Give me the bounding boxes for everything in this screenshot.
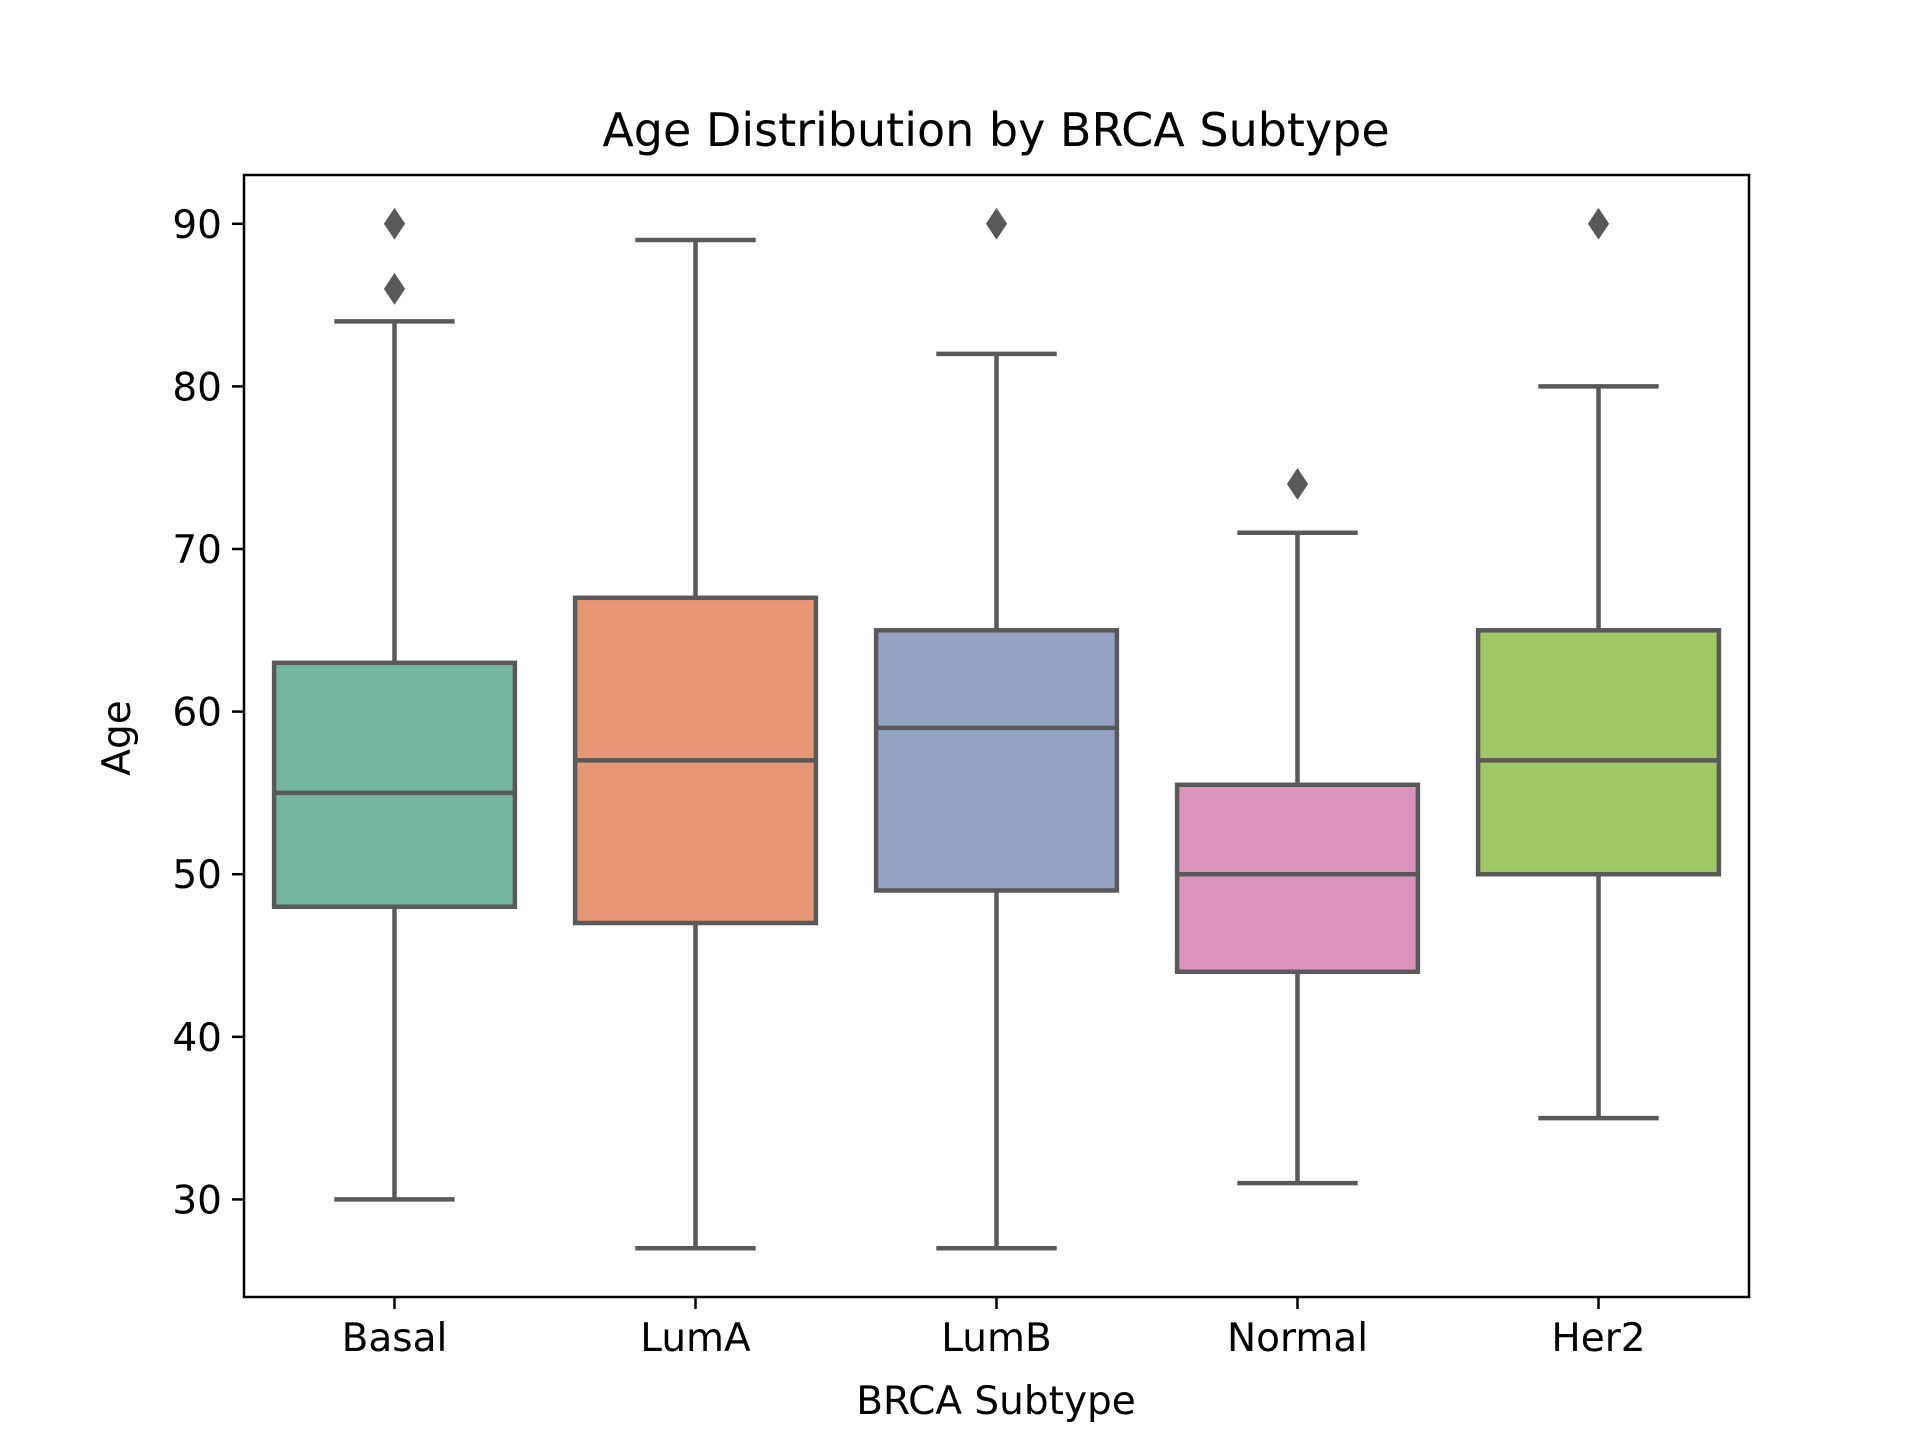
y-tick-label: 50 [172,853,222,898]
box-outlier [383,207,406,240]
chart-title: Age Distribution by BRCA Subtype [602,103,1389,157]
box-iqr-lumb [873,628,1120,893]
box-outlier [1587,207,1610,240]
y-tick-label: 30 [172,1178,222,1223]
x-tick-label: LumA [640,1316,751,1361]
y-tick-label: 90 [172,203,222,248]
x-tick-label: Normal [1227,1316,1368,1361]
y-tick-label: 60 [172,691,222,736]
axes-frame [242,173,1751,1299]
box-iqr-basal [271,660,518,909]
box-iqr-normal [1174,782,1421,975]
x-axis-label: BRCA Subtype [856,1379,1136,1424]
y-tick-label: 70 [172,528,222,573]
x-tick-label: LumB [941,1316,1052,1361]
x-tick-label: Basal [342,1316,448,1361]
box-outlier [1286,468,1309,500]
plot-area: 30 40 50 60 70 80 90 Basal LumA LumB Normal Her2 [172,203,1722,1361]
y-axis-label: Age [95,700,140,775]
box-iqr-her2 [1475,628,1722,877]
y-tick-label: 80 [172,365,222,410]
y-tick-label: 40 [172,1016,222,1061]
box-outlier [383,272,406,305]
x-tick-label: Her2 [1551,1316,1645,1361]
box-outlier [985,207,1008,240]
